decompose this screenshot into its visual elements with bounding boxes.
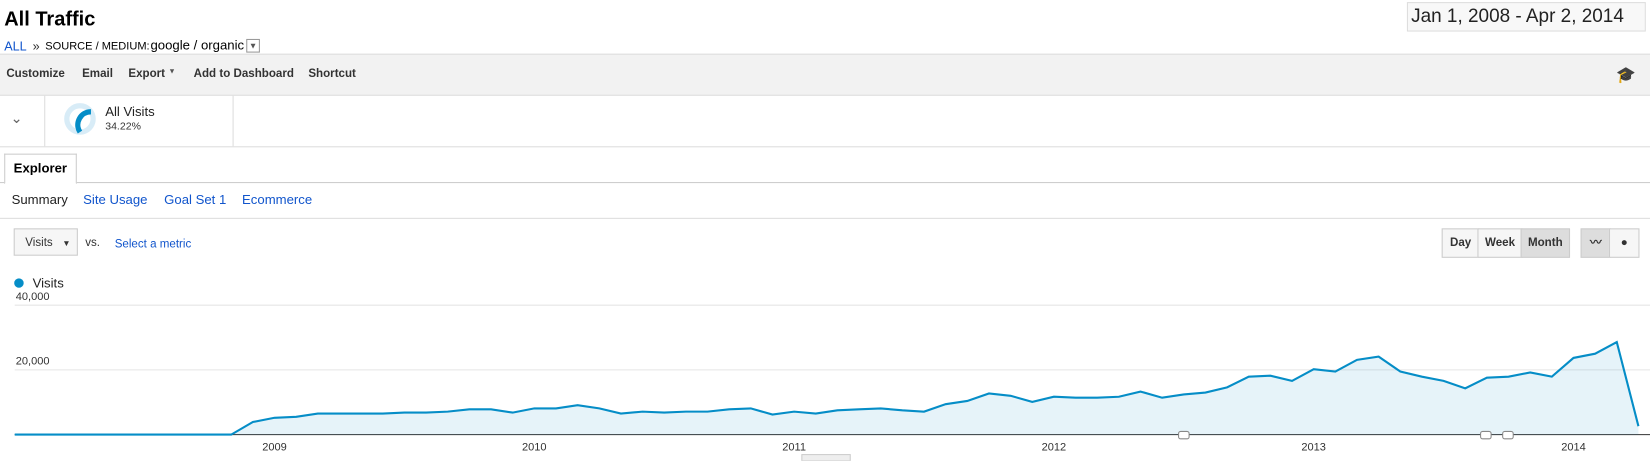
x-tick-label: 2011	[782, 441, 806, 453]
area	[14, 342, 1639, 435]
annotation-marker	[1178, 430, 1190, 440]
x-tick-label: 2009	[262, 441, 287, 453]
x-tick-label: 2010	[522, 441, 547, 453]
vs-label: vs.	[85, 236, 101, 250]
toolbar-button[interactable]: Shortcut	[308, 67, 356, 80]
divider	[0, 146, 1650, 148]
metric-dropdown[interactable]: Visits ▼	[13, 228, 78, 256]
segment-value: 34.22%	[105, 121, 141, 133]
chart: 20,000 40,000 2009 2010 2011 2012 2013 2014 Visi…	[14, 275, 1650, 461]
annotation-marker	[1480, 430, 1492, 440]
motion-chart-button[interactable]: ●	[1608, 228, 1640, 258]
x-tick-label: 2014	[1561, 441, 1586, 453]
divider	[0, 182, 1650, 184]
chart-handle	[801, 454, 851, 461]
dimension-dropdown[interactable]: ▼	[246, 38, 260, 53]
annotation-marker	[1502, 430, 1514, 440]
toolbar-button[interactable]: Email	[82, 67, 113, 80]
legend-swatch	[14, 278, 24, 288]
line-chart-button[interactable]: 〰	[1580, 228, 1612, 258]
divider	[232, 95, 234, 147]
segment-name: All Visits	[105, 104, 155, 119]
metric-selected: Visits	[25, 236, 53, 250]
x-tick-label: 2012	[1042, 441, 1067, 453]
subtab[interactable]: Ecommerce	[242, 192, 313, 208]
toolbar-button[interactable]: Export	[128, 67, 166, 80]
subtab[interactable]: Summary	[11, 192, 68, 208]
y-tick-label: 40,000	[16, 291, 50, 303]
dimension-value: google / organic	[150, 37, 245, 53]
segment-donut	[64, 103, 96, 135]
donut-arc	[75, 109, 92, 134]
tab[interactable]: Explorer	[4, 153, 77, 185]
breadcrumb-root[interactable]: ALL	[4, 38, 27, 54]
legend-label: Visits	[33, 275, 65, 290]
dimension-label: SOURCE / MEDIUM:	[45, 39, 150, 53]
date-range[interactable]: Jan 1, 2008 - Apr 2, 2014	[1406, 2, 1646, 32]
export-arrow[interactable]: ▼	[168, 68, 176, 76]
granularity-button[interactable]: Week	[1477, 228, 1523, 258]
page-title: All Traffic	[4, 8, 96, 31]
toolbar-button[interactable]: Add to Dashboard	[193, 67, 294, 80]
select-metric[interactable]: Select a metric	[114, 237, 192, 251]
segment-toggle[interactable]: ⌄	[10, 109, 23, 127]
line	[14, 340, 1640, 436]
y-tick-label: 20,000	[16, 356, 50, 368]
divider	[44, 95, 46, 147]
subtab[interactable]: Site Usage	[83, 192, 148, 208]
subtab[interactable]: Goal Set 1	[164, 192, 227, 208]
toolbar-button[interactable]: Customize	[6, 67, 65, 80]
divider	[0, 217, 1650, 219]
breadcrumb-separator: »	[32, 38, 40, 54]
granularity-button[interactable]: Month	[1520, 228, 1571, 258]
toolbar	[0, 53, 1650, 96]
x-tick-label: 2013	[1301, 441, 1326, 453]
help-icon[interactable]: 🎓	[1616, 66, 1636, 85]
granularity-button[interactable]: Day	[1441, 228, 1480, 258]
